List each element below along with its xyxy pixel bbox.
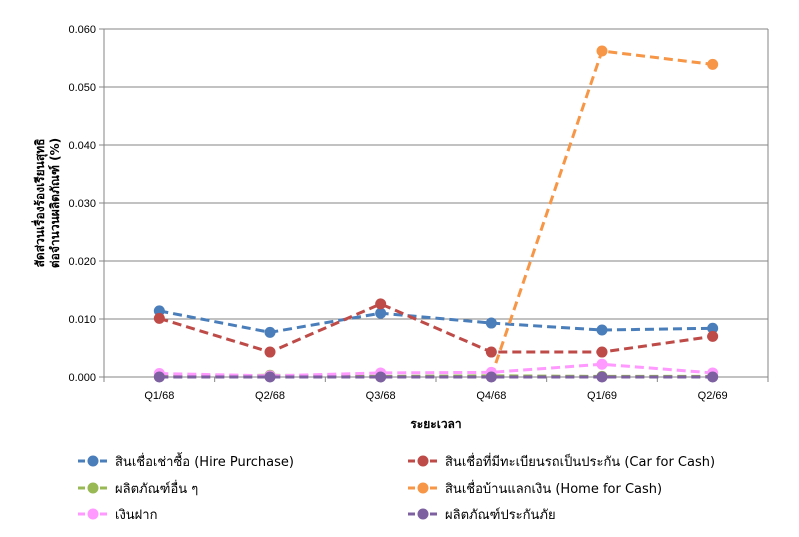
x-tick-label: Q4/68 bbox=[476, 390, 506, 402]
x-tick-label: Q3/68 bbox=[366, 390, 396, 402]
legend-item: สินเชื่อที่มีทะเบียนรถเป็นประกัน (Car fo… bbox=[408, 452, 715, 470]
data-point bbox=[153, 371, 165, 383]
y-tick-label: 0.050 bbox=[68, 82, 96, 94]
series-line bbox=[158, 302, 713, 354]
data-point bbox=[596, 358, 608, 370]
data-point bbox=[375, 371, 387, 383]
legend-label: ผลิตภัณฑ์ประกันภัย bbox=[445, 507, 556, 523]
legend-item: ผลิตภัณฑ์ประกันภัย bbox=[408, 507, 556, 523]
legend-swatch-marker bbox=[417, 482, 429, 494]
data-point bbox=[485, 317, 497, 329]
grid-lines bbox=[103, 28, 769, 378]
data-point bbox=[375, 307, 387, 319]
data-point bbox=[264, 346, 276, 358]
data-point bbox=[596, 346, 608, 358]
legend-item: เงินฝาก bbox=[78, 508, 157, 523]
y-tick-label: 0.030 bbox=[68, 198, 96, 210]
legend-label: สินเชื่อที่มีทะเบียนรถเป็นประกัน (Car fo… bbox=[445, 452, 715, 470]
legend-swatch-marker bbox=[87, 508, 99, 520]
x-tick-label: Q2/68 bbox=[255, 390, 285, 402]
x-axis-title: ระยะเวลา bbox=[410, 417, 461, 431]
y-tick-label: 0.010 bbox=[68, 314, 96, 326]
y-axis-title: สัดส่วนเรื่องร้องเรียนสุทธิต่อจำนวนผลิตภ… bbox=[31, 138, 62, 268]
data-point bbox=[596, 45, 608, 57]
series-1 bbox=[153, 305, 719, 338]
y-axis-ticks: 0.000 0.010 0.020 0.030 0.040 0.050 0.060 bbox=[68, 24, 104, 384]
legend-swatch-marker bbox=[417, 508, 429, 520]
data-point bbox=[707, 371, 719, 383]
data-point bbox=[596, 371, 608, 383]
data-point bbox=[153, 312, 165, 324]
data-point bbox=[707, 58, 719, 70]
legend-swatch-marker bbox=[87, 482, 99, 494]
data-point bbox=[485, 346, 497, 358]
y-axis-title-line: ต่อจำนวนผลิตภัณฑ์ (%) bbox=[48, 138, 62, 268]
series-2 bbox=[153, 298, 719, 358]
legend-item: สินเชื่อบ้านแลกเงิน (Home for Cash) bbox=[408, 480, 662, 497]
legend-swatch-marker bbox=[87, 455, 99, 467]
y-tick-label: 0.000 bbox=[68, 372, 96, 384]
data-point bbox=[153, 305, 165, 317]
legend-item: ผลิตภัณฑ์อื่น ๆ bbox=[78, 480, 198, 497]
y-tick-label: 0.040 bbox=[68, 140, 96, 152]
legend-item: สินเชื่อเช่าซื้อ (Hire Purchase) bbox=[78, 452, 294, 470]
x-axis-ticks: Q1/68 Q2/68 Q3/68 Q4/68 Q1/69 Q2/69 bbox=[103, 377, 769, 402]
series-line bbox=[159, 362, 713, 378]
legend-swatch-marker bbox=[417, 455, 429, 467]
y-tick-label: 0.020 bbox=[68, 256, 96, 268]
series-6 bbox=[153, 371, 719, 383]
legend-label: สินเชื่อบ้านแลกเงิน (Home for Cash) bbox=[445, 480, 662, 497]
y-tick-label: 0.060 bbox=[68, 24, 96, 36]
data-point bbox=[707, 322, 719, 334]
series-line bbox=[159, 309, 713, 334]
data-point bbox=[707, 330, 719, 342]
y-axis-title-line: สัดส่วนเรื่องร้องเรียนสุทธิ bbox=[31, 139, 48, 268]
legend-label: เงินฝาก bbox=[115, 508, 157, 523]
data-point bbox=[264, 371, 276, 383]
series-lines bbox=[153, 45, 719, 383]
data-point bbox=[375, 298, 387, 310]
legend-label: ผลิตภัณฑ์อื่น ๆ bbox=[115, 480, 198, 497]
data-point bbox=[264, 326, 276, 338]
data-point bbox=[485, 371, 497, 383]
x-tick-label: Q1/69 bbox=[587, 390, 617, 402]
legend-label: สินเชื่อเช่าซื้อ (Hire Purchase) bbox=[115, 452, 294, 470]
legend: สินเชื่อเช่าซื้อ (Hire Purchase) สินเชื่อ… bbox=[78, 452, 715, 523]
x-tick-label: Q1/68 bbox=[144, 390, 174, 402]
x-tick-label: Q2/69 bbox=[698, 390, 728, 402]
data-point bbox=[596, 324, 608, 336]
